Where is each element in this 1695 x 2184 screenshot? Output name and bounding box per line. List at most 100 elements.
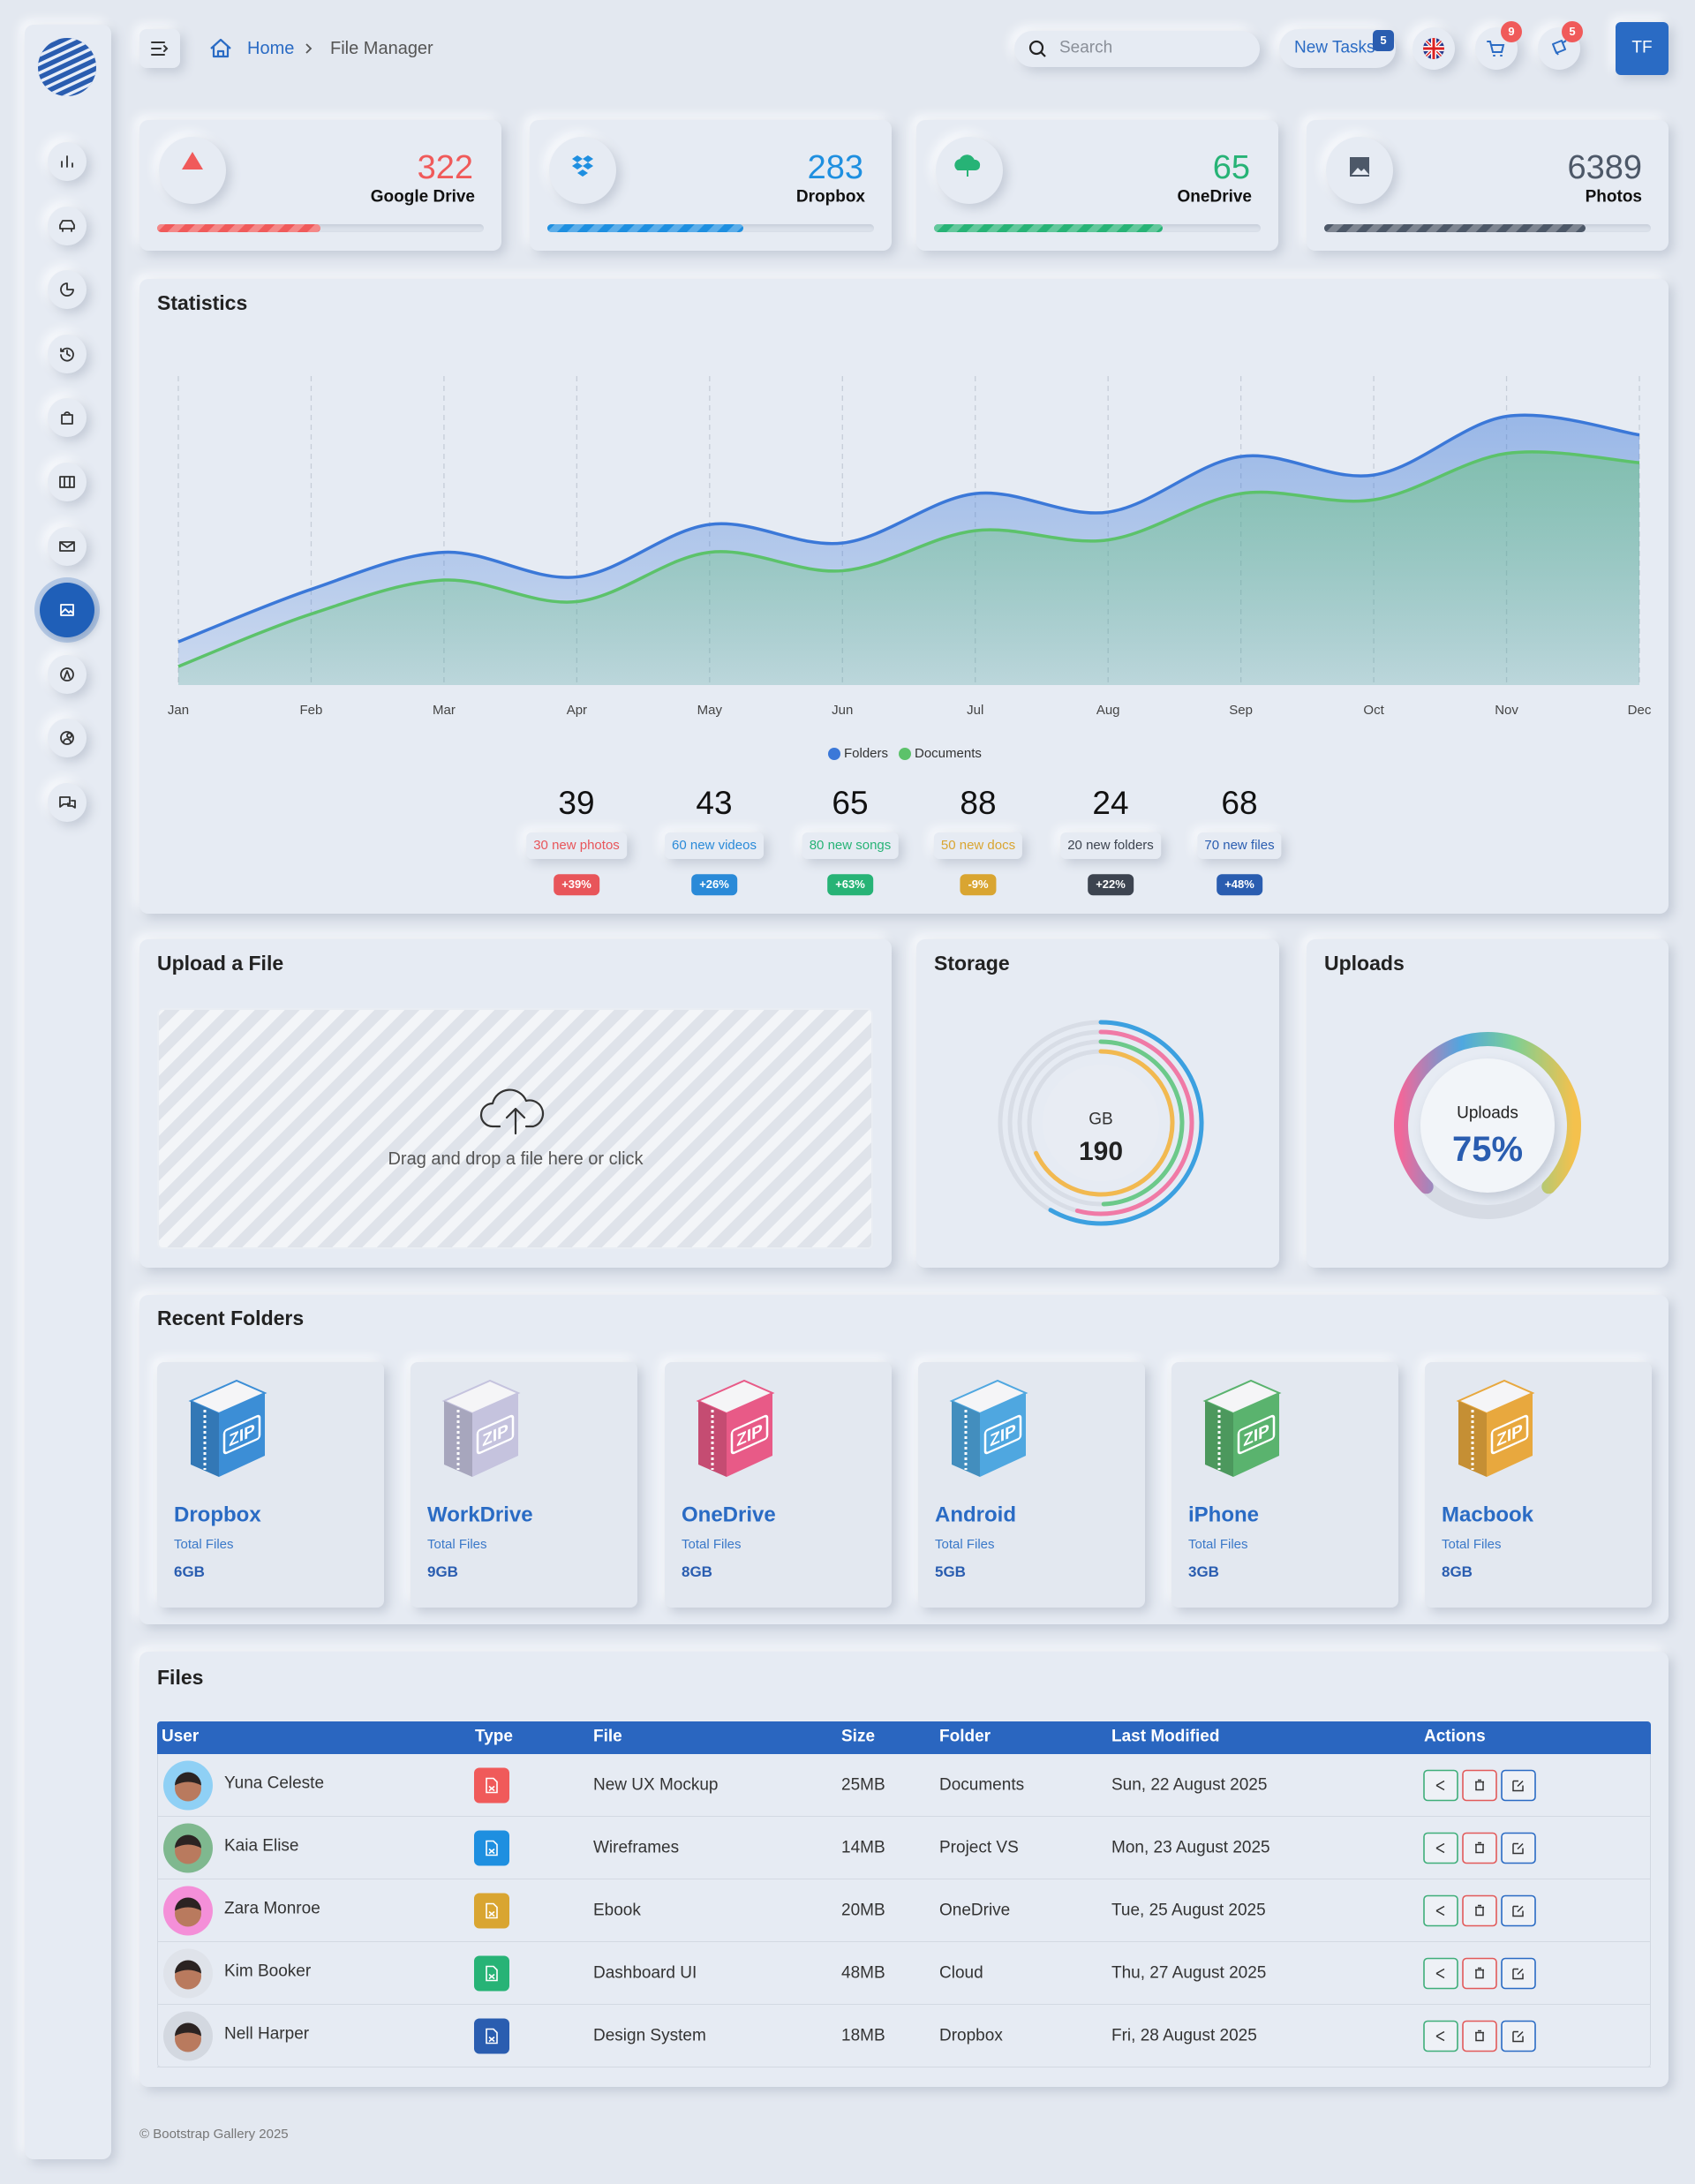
- chart-title: Statistics: [157, 291, 248, 315]
- breadcrumb-chevron: [305, 43, 313, 54]
- nav-button[interactable]: [48, 463, 87, 501]
- storage-title: Storage: [934, 952, 1010, 975]
- summary-change: +26%: [691, 874, 737, 895]
- nav-button[interactable]: [48, 270, 87, 309]
- dropzone[interactable]: [157, 1008, 873, 1249]
- nav-button[interactable]: [48, 142, 87, 181]
- stat-label: Dropbox: [795, 187, 865, 207]
- table-header-cell: Size: [841, 1727, 876, 1746]
- folder-name[interactable]: Dropbox: [174, 1502, 261, 1527]
- folder-name[interactable]: iPhone: [1188, 1502, 1260, 1527]
- x-tick-label: Oct: [1363, 703, 1384, 718]
- storage-card: [916, 939, 1279, 1268]
- file-folder: OneDrive: [939, 1901, 1011, 1920]
- recent-folders-title: Recent Folders: [157, 1307, 305, 1330]
- user-name: Zara Monroe: [224, 1899, 320, 1918]
- table-header-cell: Last Modified: [1111, 1727, 1220, 1746]
- folder-name[interactable]: Macbook: [1442, 1502, 1534, 1527]
- table-row: [157, 1942, 1651, 2005]
- breadcrumb-current: File Manager: [330, 39, 433, 58]
- user-name: Kim Booker: [224, 1962, 312, 1981]
- summary-change: +63%: [827, 874, 873, 895]
- folder-name[interactable]: Android: [935, 1502, 1016, 1527]
- folder-name[interactable]: WorkDrive: [427, 1502, 533, 1527]
- x-tick-label: Aug: [1096, 703, 1120, 718]
- stat-icon-circle: [549, 137, 616, 204]
- x-tick-label: Jun: [832, 703, 854, 718]
- menu-toggle[interactable]: [139, 29, 180, 68]
- folder-caption: Total Files: [174, 1537, 234, 1552]
- folder-size: 3GB: [1188, 1563, 1219, 1580]
- legend-label: Folders: [844, 746, 889, 761]
- summary-label: 30 new photos: [526, 832, 627, 859]
- cart-badge: 9: [1501, 21, 1522, 42]
- nav-button[interactable]: [48, 335, 87, 373]
- file-folder: Dropbox: [939, 2026, 1003, 2045]
- x-tick-label: Apr: [566, 703, 588, 718]
- table-header-cell: File: [593, 1727, 622, 1746]
- new-tasks-label[interactable]: New Tasks: [1294, 38, 1375, 57]
- summary-label: 80 new songs: [802, 832, 899, 859]
- file-size: 48MB: [841, 1963, 885, 1983]
- nav-button[interactable]: [48, 783, 87, 822]
- summary-label: 60 new videos: [665, 832, 764, 859]
- summary-value: 88: [960, 784, 997, 821]
- summary-value: 65: [832, 784, 869, 821]
- home-icon: [210, 38, 231, 58]
- file-size: 18MB: [841, 2026, 885, 2045]
- file-folder: Project VS: [939, 1838, 1019, 1857]
- summary-value: 24: [1092, 784, 1129, 821]
- nav-button[interactable]: [48, 719, 87, 757]
- table-header-cell: Folder: [939, 1727, 991, 1746]
- user-initials[interactable]: TF: [1631, 38, 1653, 57]
- folder-caption: Total Files: [682, 1537, 742, 1552]
- stat-label: Photos: [1585, 187, 1642, 207]
- table-header-cell: User: [162, 1727, 200, 1746]
- nav-button[interactable]: [48, 398, 87, 437]
- progress-track: [157, 224, 484, 232]
- file-folder: Cloud: [939, 1963, 983, 1983]
- x-tick-label: Sep: [1229, 703, 1253, 718]
- folder-size: 8GB: [1442, 1563, 1473, 1580]
- folder-size: 9GB: [427, 1563, 458, 1580]
- storage-unit: GB: [1089, 1110, 1113, 1129]
- x-tick-label: Jul: [967, 703, 984, 718]
- new-tasks-badge: 5: [1373, 30, 1394, 51]
- user-name: Kaia Elise: [224, 1836, 299, 1856]
- x-tick-label: Feb: [299, 703, 323, 718]
- upload-prompt[interactable]: Drag and drop a file here or click: [388, 1149, 644, 1169]
- folder-caption: Total Files: [935, 1537, 995, 1552]
- stat-icon-circle: [159, 137, 226, 204]
- gauge-value: 75%: [1451, 1130, 1524, 1169]
- folder-size: 8GB: [682, 1563, 712, 1580]
- files-title: Files: [157, 1666, 204, 1690]
- table-header-cell: Type: [475, 1727, 513, 1746]
- file-size: 20MB: [841, 1901, 885, 1920]
- notifications-badge: 5: [1562, 21, 1583, 42]
- search-box[interactable]: [1014, 31, 1260, 67]
- file-modified: Tue, 25 August 2025: [1111, 1901, 1266, 1920]
- nav-button[interactable]: [48, 655, 87, 694]
- breadcrumb-home[interactable]: Home: [247, 39, 295, 58]
- folder-name[interactable]: OneDrive: [682, 1502, 776, 1527]
- summary-change: +39%: [554, 874, 599, 895]
- folder-caption: Total Files: [1442, 1537, 1502, 1552]
- gauge-label: Uploads: [1457, 1103, 1518, 1123]
- user-avatar-box[interactable]: [1616, 22, 1669, 75]
- stat-label: Google Drive: [370, 187, 475, 207]
- nav-button[interactable]: [48, 527, 87, 566]
- progress-track: [934, 224, 1261, 232]
- header-icon-button[interactable]: [1412, 27, 1455, 70]
- nav-button[interactable]: [48, 207, 87, 245]
- search-placeholder[interactable]: Search: [1059, 38, 1113, 57]
- file-name: Ebook: [593, 1901, 641, 1920]
- file-modified: Thu, 27 August 2025: [1111, 1963, 1267, 1983]
- upload-title: Upload a File: [157, 952, 284, 975]
- file-size: 14MB: [841, 1838, 885, 1857]
- recent-folders-card: [139, 1295, 1669, 1624]
- nav-button-active[interactable]: [40, 583, 94, 637]
- table-row: [157, 1754, 1651, 1817]
- stat-value: 65: [1212, 149, 1250, 187]
- progress-track: [1324, 224, 1651, 232]
